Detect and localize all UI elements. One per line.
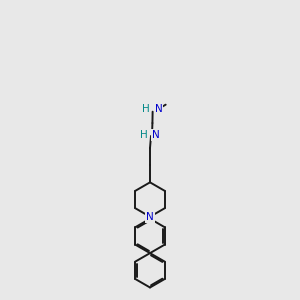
- Text: H: H: [142, 104, 150, 114]
- Text: N: N: [152, 130, 160, 140]
- Text: N: N: [155, 104, 162, 114]
- Text: N: N: [146, 212, 154, 222]
- Text: H: H: [140, 130, 147, 140]
